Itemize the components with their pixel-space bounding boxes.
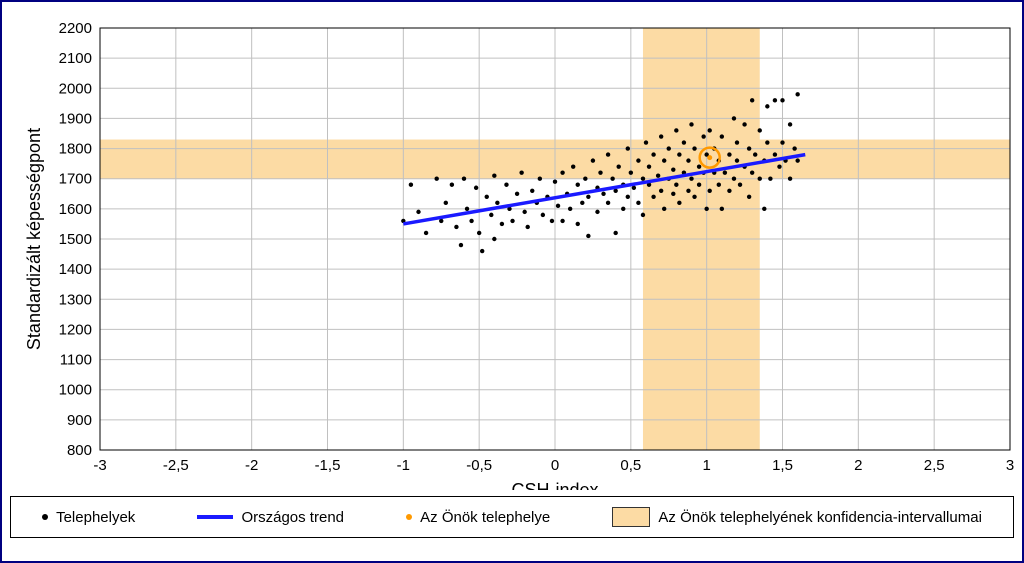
svg-text:2,5: 2,5 <box>924 457 945 474</box>
svg-text:1: 1 <box>702 457 710 474</box>
svg-text:0,5: 0,5 <box>620 457 641 474</box>
legend-label: Az Önök telephelye <box>420 509 550 526</box>
svg-text:3: 3 <box>1006 457 1014 474</box>
svg-text:2: 2 <box>854 457 862 474</box>
legend-label: Telephelyek <box>56 509 135 526</box>
svg-text:1900: 1900 <box>59 110 92 127</box>
legend-item-your-ci: Az Önök telephelyének konfidencia-interv… <box>612 507 982 527</box>
fill-icon <box>612 507 650 527</box>
svg-text:-1,5: -1,5 <box>315 457 341 474</box>
svg-text:1200: 1200 <box>59 321 92 338</box>
svg-text:-3: -3 <box>93 457 106 474</box>
svg-text:1400: 1400 <box>59 261 92 278</box>
legend-item-trend: Országos trend <box>197 509 344 526</box>
svg-text:1300: 1300 <box>59 291 92 308</box>
svg-text:1,5: 1,5 <box>772 457 793 474</box>
svg-text:1700: 1700 <box>59 171 92 188</box>
svg-text:2000: 2000 <box>59 80 92 97</box>
svg-text:1100: 1100 <box>60 352 92 369</box>
plot-area: -3 -2,5 -2 -1,5 -1 -0,5 0 0,5 1 1,5 2 2,5 3 800 900 100… <box>10 10 1014 490</box>
svg-text:CSH-index: CSH-index <box>511 480 598 490</box>
svg-text:Standardizált képességpont: Standardizált képességpont <box>24 128 44 350</box>
svg-text:-1: -1 <box>397 457 410 474</box>
ring-icon <box>406 514 412 520</box>
svg-text:1600: 1600 <box>59 201 92 218</box>
svg-text:-0,5: -0,5 <box>466 457 492 474</box>
legend: Telephelyek Országos trend Az Önök telep… <box>10 496 1014 538</box>
svg-text:2100: 2100 <box>59 50 92 67</box>
chart-frame: -3 -2,5 -2 -1,5 -1 -0,5 0 0,5 1 1,5 2 2,5 3 800 900 100… <box>0 0 1024 563</box>
legend-item-sites: Telephelyek <box>42 509 135 526</box>
svg-text:900: 900 <box>67 412 92 429</box>
svg-text:-2: -2 <box>245 457 258 474</box>
svg-text:-2,5: -2,5 <box>163 457 189 474</box>
svg-text:1800: 1800 <box>59 141 92 158</box>
dot-icon <box>42 514 48 520</box>
legend-label: Országos trend <box>241 509 344 526</box>
legend-label: Az Önök telephelyének konfidencia-interv… <box>658 509 982 526</box>
svg-text:1500: 1500 <box>59 231 92 248</box>
line-icon <box>197 515 233 519</box>
svg-text:1000: 1000 <box>59 382 92 399</box>
svg-text:2200: 2200 <box>59 20 92 37</box>
scatter-plot-svg: -3 -2,5 -2 -1,5 -1 -0,5 0 0,5 1 1,5 2 2,5 3 800 900 100… <box>10 10 1018 490</box>
svg-text:0: 0 <box>551 457 559 474</box>
legend-item-your-site: Az Önök telephelye <box>406 509 550 526</box>
svg-text:800: 800 <box>67 442 92 459</box>
